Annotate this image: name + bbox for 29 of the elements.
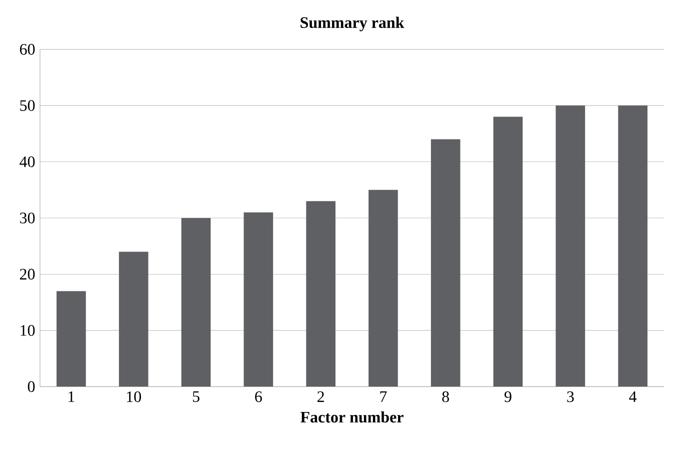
x-tick-label: 5: [192, 391, 200, 402]
x-tick-label: 3: [567, 391, 574, 402]
bar: [181, 218, 211, 387]
x-tick-label: 8: [442, 391, 449, 402]
y-tick-label: 40: [20, 156, 35, 168]
x-tick-label: 4: [629, 391, 637, 402]
x-tick-label: 6: [255, 391, 262, 402]
chart-title: Summary rank: [300, 16, 404, 32]
bar: [618, 106, 648, 387]
x-tick-label: 9: [504, 391, 512, 402]
x-tick-label: 2: [318, 391, 324, 402]
y-tick-label: 30: [20, 212, 35, 224]
bar: [556, 106, 586, 387]
x-tick-label: 7: [380, 391, 387, 402]
bar: [430, 139, 460, 387]
bar: [118, 252, 148, 387]
x-tick-label: 10: [127, 391, 141, 402]
bar: [493, 116, 523, 387]
bar: [244, 212, 274, 387]
y-tick-label: 20: [20, 268, 35, 280]
y-tick-label: 50: [20, 100, 35, 111]
y-tick-label: 0: [28, 381, 35, 392]
x-axis-title: Factor number: [300, 411, 404, 423]
bar: [56, 291, 86, 387]
x-tick-label: 1: [68, 391, 74, 402]
bar: [368, 190, 398, 387]
bar: [306, 201, 336, 387]
y-tick-label: 60: [20, 44, 35, 55]
y-tick-label: 10: [20, 325, 35, 336]
